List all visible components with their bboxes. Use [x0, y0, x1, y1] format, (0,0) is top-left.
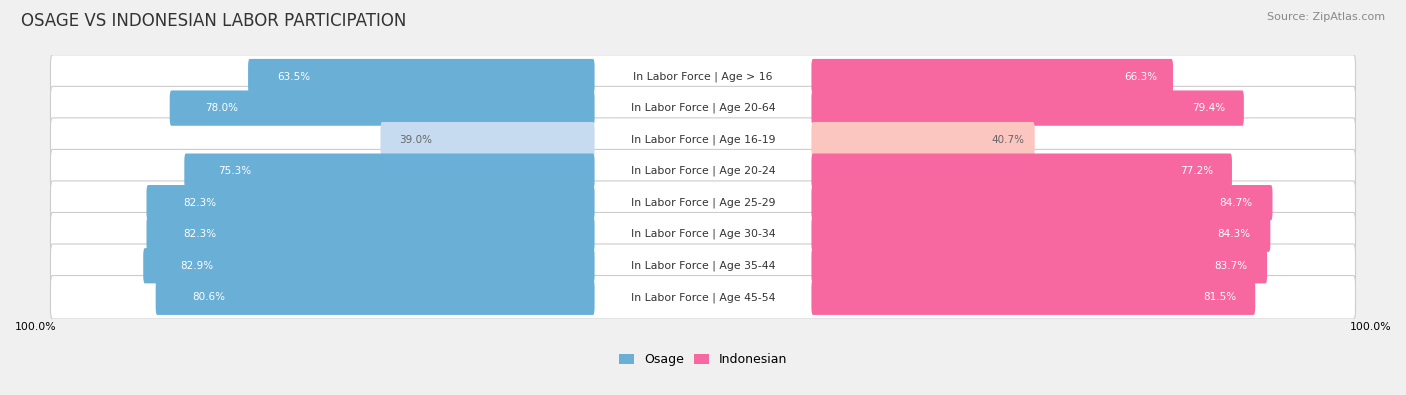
- FancyBboxPatch shape: [143, 248, 595, 283]
- Text: 83.7%: 83.7%: [1215, 261, 1247, 271]
- FancyBboxPatch shape: [51, 149, 1355, 193]
- Text: 81.5%: 81.5%: [1202, 292, 1236, 302]
- FancyBboxPatch shape: [811, 90, 1244, 126]
- Text: 78.0%: 78.0%: [205, 103, 238, 113]
- FancyBboxPatch shape: [51, 118, 1355, 162]
- Text: 75.3%: 75.3%: [218, 166, 252, 176]
- FancyBboxPatch shape: [811, 280, 1256, 315]
- FancyBboxPatch shape: [247, 59, 595, 94]
- FancyBboxPatch shape: [156, 280, 595, 315]
- FancyBboxPatch shape: [51, 276, 1355, 319]
- FancyBboxPatch shape: [51, 181, 1355, 224]
- Text: 39.0%: 39.0%: [399, 135, 432, 145]
- Text: 84.7%: 84.7%: [1219, 198, 1253, 208]
- FancyBboxPatch shape: [811, 248, 1267, 283]
- Text: In Labor Force | Age 25-29: In Labor Force | Age 25-29: [631, 198, 775, 208]
- FancyBboxPatch shape: [811, 154, 1232, 189]
- Text: In Labor Force | Age 16-19: In Labor Force | Age 16-19: [631, 134, 775, 145]
- FancyBboxPatch shape: [811, 122, 1035, 157]
- Text: 82.3%: 82.3%: [184, 198, 217, 208]
- FancyBboxPatch shape: [51, 244, 1355, 288]
- Text: 40.7%: 40.7%: [991, 135, 1024, 145]
- Text: In Labor Force | Age > 16: In Labor Force | Age > 16: [633, 71, 773, 82]
- Text: 66.3%: 66.3%: [1123, 71, 1157, 82]
- FancyBboxPatch shape: [51, 87, 1355, 130]
- Text: 77.2%: 77.2%: [1181, 166, 1213, 176]
- Text: Source: ZipAtlas.com: Source: ZipAtlas.com: [1267, 12, 1385, 22]
- FancyBboxPatch shape: [381, 122, 595, 157]
- FancyBboxPatch shape: [51, 55, 1355, 98]
- Text: In Labor Force | Age 30-34: In Labor Force | Age 30-34: [631, 229, 775, 239]
- Text: 80.6%: 80.6%: [193, 292, 225, 302]
- Legend: Osage, Indonesian: Osage, Indonesian: [614, 348, 792, 371]
- Text: In Labor Force | Age 20-64: In Labor Force | Age 20-64: [631, 103, 775, 113]
- Text: OSAGE VS INDONESIAN LABOR PARTICIPATION: OSAGE VS INDONESIAN LABOR PARTICIPATION: [21, 12, 406, 30]
- Text: In Labor Force | Age 20-24: In Labor Force | Age 20-24: [631, 166, 775, 177]
- Text: 82.3%: 82.3%: [184, 229, 217, 239]
- FancyBboxPatch shape: [146, 185, 595, 220]
- FancyBboxPatch shape: [184, 154, 595, 189]
- FancyBboxPatch shape: [146, 216, 595, 252]
- FancyBboxPatch shape: [811, 59, 1173, 94]
- Text: 84.3%: 84.3%: [1218, 229, 1250, 239]
- Text: In Labor Force | Age 45-54: In Labor Force | Age 45-54: [631, 292, 775, 303]
- Text: In Labor Force | Age 35-44: In Labor Force | Age 35-44: [631, 260, 775, 271]
- FancyBboxPatch shape: [170, 90, 595, 126]
- Text: 82.9%: 82.9%: [181, 261, 214, 271]
- FancyBboxPatch shape: [811, 216, 1271, 252]
- Text: 79.4%: 79.4%: [1192, 103, 1225, 113]
- FancyBboxPatch shape: [811, 185, 1272, 220]
- FancyBboxPatch shape: [51, 213, 1355, 256]
- Text: 63.5%: 63.5%: [277, 71, 311, 82]
